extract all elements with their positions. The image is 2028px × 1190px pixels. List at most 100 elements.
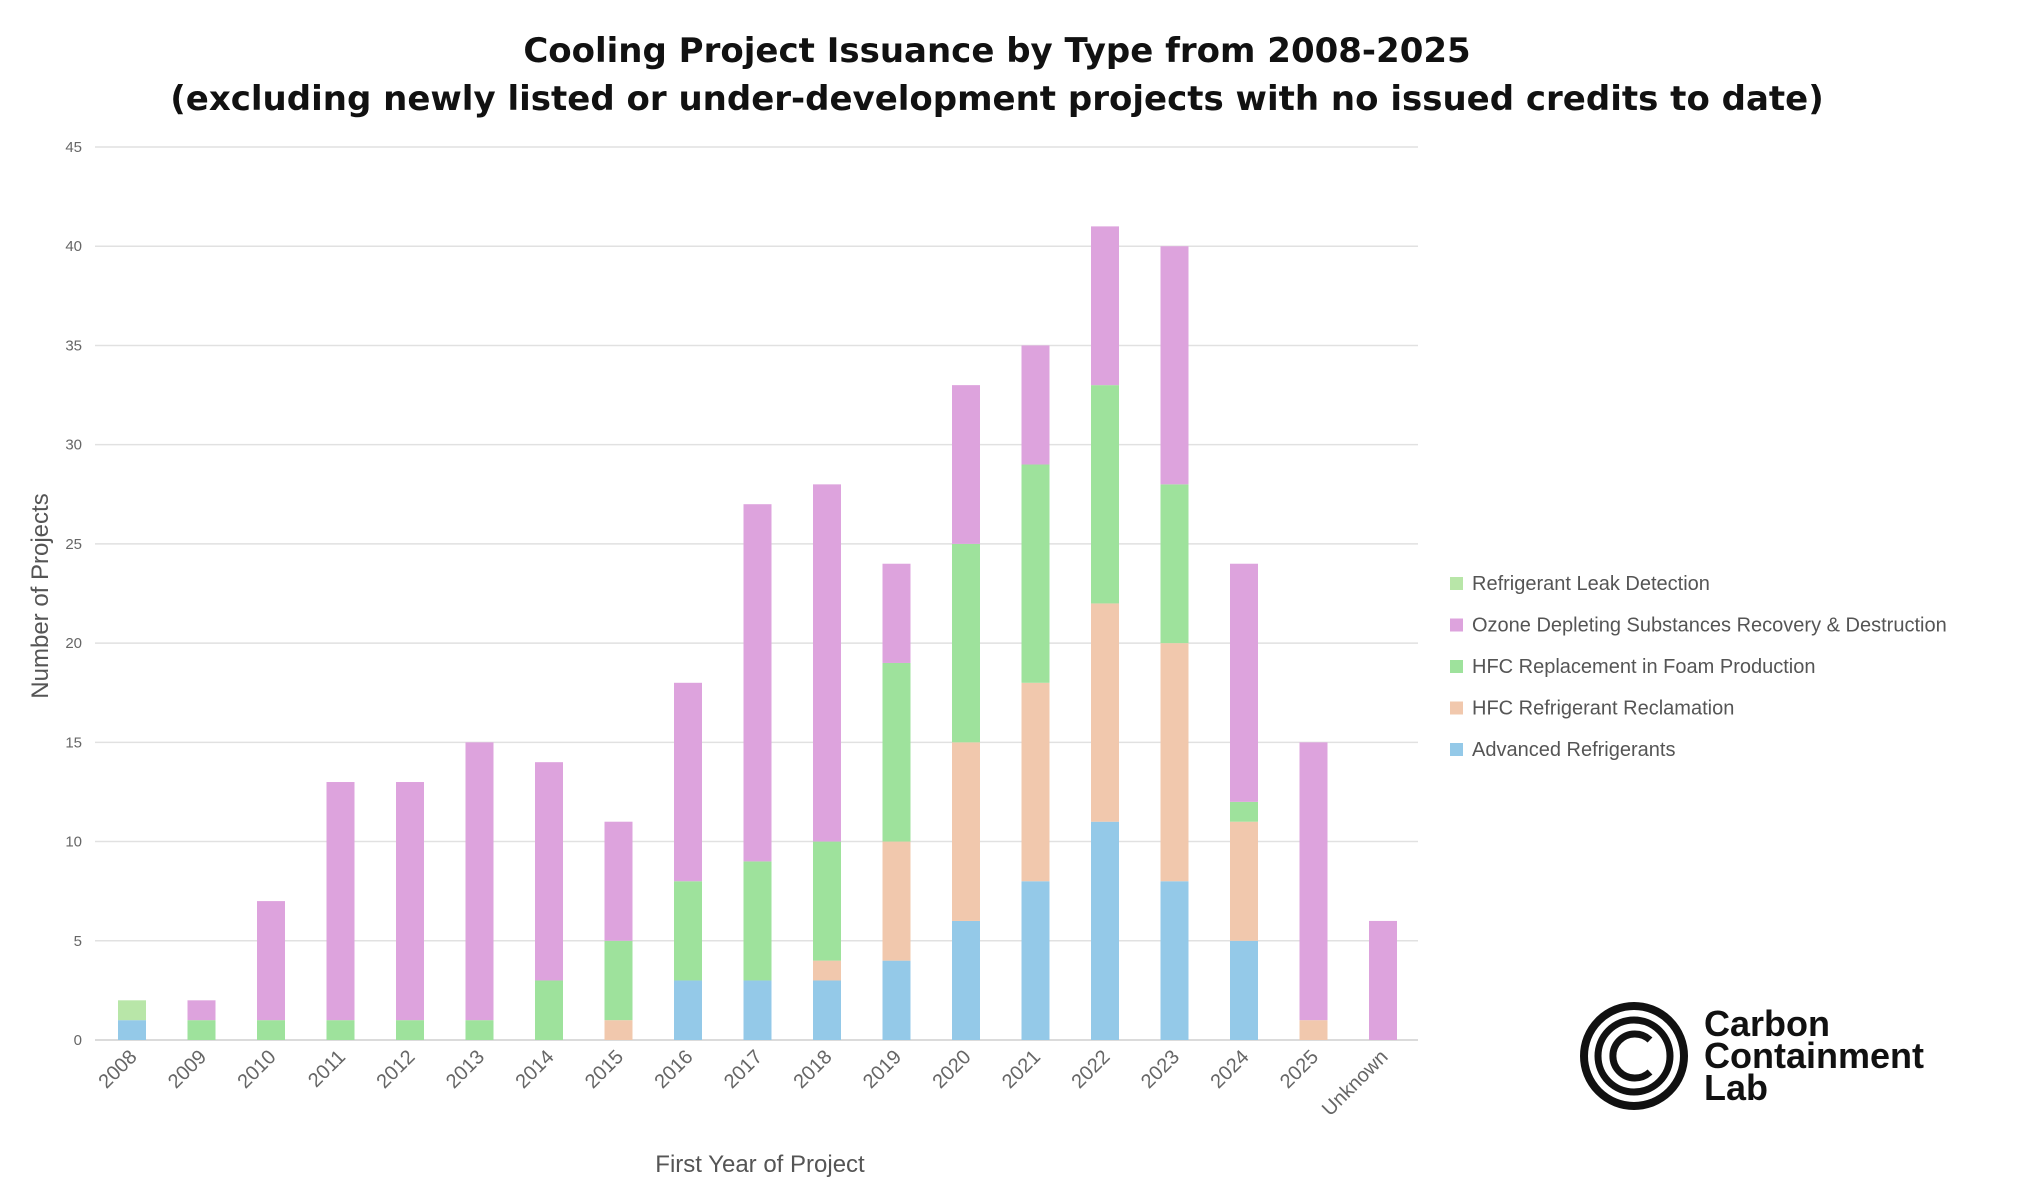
y-tick-label: 25 — [65, 536, 82, 553]
bar-2021-hfc-replacement-in-foam-production — [1021, 464, 1050, 683]
x-tick-label: 2021 — [998, 1046, 1045, 1093]
bar-2015-hfc-refrigerant-reclamation — [604, 1020, 633, 1040]
x-tick-label: 2011 — [304, 1046, 350, 1092]
x-tick-label: 2017 — [720, 1046, 767, 1093]
bar-2021-ozone-depleting-substances-recovery-destruction — [1021, 345, 1050, 465]
x-tick-label: 2012 — [373, 1046, 420, 1093]
legend: Refrigerant Leak Detection Ozone Depletin… — [1450, 573, 1947, 761]
logo-line-3: Lab — [1704, 1067, 1768, 1108]
bar-2022-hfc-replacement-in-foam-production — [1091, 385, 1119, 604]
bar-2011-hfc-replacement-in-foam-production — [326, 1020, 355, 1040]
bar-2016-ozone-depleting-substances-recovery-destruction — [674, 682, 702, 882]
bar-2020-ozone-depleting-substances-recovery-destruction — [952, 385, 980, 544]
y-tick-label: 20 — [65, 635, 82, 652]
legend-label: Advanced Refrigerants — [1472, 739, 1675, 761]
x-tick-label: 2008 — [95, 1046, 142, 1093]
x-tick-label: 2024 — [1207, 1046, 1254, 1093]
y-tick-label: 40 — [65, 238, 82, 255]
bar-2025-ozone-depleting-substances-recovery-destruction — [1299, 742, 1328, 1021]
bar-2023-hfc-refrigerant-reclamation — [1160, 643, 1189, 882]
logo-line-2: Containment — [1704, 1035, 1924, 1076]
y-axis-label: Number of Projects — [27, 493, 54, 698]
bar-2018-ozone-depleting-substances-recovery-destruction — [813, 484, 841, 842]
bar-2014-hfc-replacement-in-foam-production — [535, 980, 563, 1040]
bar-2017-advanced-refrigerants — [743, 980, 772, 1040]
x-tick-label: 2023 — [1137, 1046, 1184, 1093]
x-axis-label: First Year of Project — [655, 1151, 865, 1178]
bar-2014-ozone-depleting-substances-recovery-destruction — [535, 762, 563, 981]
legend-swatch — [1450, 577, 1463, 590]
logo-line-1: Carbon — [1704, 1003, 1830, 1044]
x-tick-label: 2015 — [581, 1046, 628, 1093]
bars — [118, 226, 1397, 1040]
bar-2017-ozone-depleting-substances-recovery-destruction — [743, 504, 772, 862]
x-tick-labels: 2008 2009 2010 2011 2012 2013 2014 2015 2016 2017… — [95, 1046, 1393, 1121]
bar-2012-hfc-replacement-in-foam-production — [396, 1020, 424, 1040]
legend-label: HFC Refrigerant Reclamation — [1472, 698, 1734, 720]
y-tick-label: 5 — [74, 933, 82, 950]
bar-2021-advanced-refrigerants — [1021, 881, 1050, 1040]
bar-2018-hfc-refrigerant-reclamation — [813, 960, 841, 981]
chart-subtitle: (excluding newly listed or under-develop… — [170, 79, 1824, 119]
bar-2020-hfc-refrigerant-reclamation — [952, 742, 980, 921]
bar-2023-ozone-depleting-substances-recovery-destruction — [1160, 246, 1189, 485]
legend-label: Ozone Depleting Substances Recovery & De… — [1472, 615, 1947, 637]
x-tick-label: 2020 — [929, 1046, 976, 1093]
x-tick-label: 2022 — [1068, 1046, 1115, 1093]
bar-Unknown-ozone-depleting-substances-recovery-destruction — [1369, 920, 1397, 1040]
bar-2024-hfc-refrigerant-reclamation — [1230, 821, 1258, 941]
legend-swatch — [1450, 618, 1463, 632]
carbon-containment-lab-logo: Carbon Containment Lab — [1580, 1002, 1924, 1110]
y-tick-label: 30 — [65, 437, 82, 454]
bar-2019-advanced-refrigerants — [882, 960, 911, 1040]
bar-2008-advanced-refrigerants — [118, 1020, 146, 1040]
y-tick-label: 0 — [74, 1032, 82, 1049]
bar-2018-hfc-replacement-in-foam-production — [813, 841, 841, 961]
x-tick-label: 2010 — [234, 1046, 281, 1093]
x-tick-label: 2014 — [512, 1046, 559, 1093]
bar-2015-hfc-replacement-in-foam-production — [604, 940, 633, 1021]
y-tick-label: 10 — [65, 834, 82, 851]
bar-2025-hfc-refrigerant-reclamation — [1299, 1020, 1328, 1040]
x-tick-label: 2019 — [859, 1046, 906, 1093]
bar-2024-hfc-replacement-in-foam-production — [1230, 801, 1258, 822]
y-tick-label: 35 — [65, 337, 82, 354]
x-tick-label: Unknown — [1318, 1046, 1393, 1121]
bar-2015-ozone-depleting-substances-recovery-destruction — [604, 821, 633, 941]
y-tick-label: 15 — [65, 734, 82, 751]
bar-2023-hfc-replacement-in-foam-production — [1160, 484, 1189, 644]
bar-2019-ozone-depleting-substances-recovery-destruction — [882, 563, 911, 663]
bar-2020-advanced-refrigerants — [952, 920, 980, 1040]
x-tick-label: 2025 — [1276, 1046, 1323, 1093]
bar-2016-advanced-refrigerants — [674, 980, 702, 1040]
bar-2016-hfc-replacement-in-foam-production — [674, 881, 702, 981]
bar-2020-hfc-replacement-in-foam-production — [952, 543, 980, 743]
copyright-c-icon — [1580, 1002, 1688, 1110]
legend-label: Refrigerant Leak Detection — [1472, 573, 1710, 595]
bar-2010-hfc-replacement-in-foam-production — [257, 1020, 285, 1040]
bar-2022-advanced-refrigerants — [1091, 821, 1119, 1040]
bar-2024-advanced-refrigerants — [1230, 940, 1258, 1040]
bar-2010-ozone-depleting-substances-recovery-destruction — [257, 901, 285, 1021]
legend-swatch — [1450, 743, 1463, 756]
bar-2011-ozone-depleting-substances-recovery-destruction — [326, 782, 355, 1021]
bar-2013-ozone-depleting-substances-recovery-destruction — [465, 742, 494, 1021]
legend-swatch — [1450, 701, 1463, 715]
bar-2019-hfc-refrigerant-reclamation — [882, 841, 911, 961]
x-tick-label: 2018 — [790, 1046, 837, 1093]
y-tick-label: 45 — [65, 139, 82, 156]
bar-2024-ozone-depleting-substances-recovery-destruction — [1230, 563, 1258, 802]
bar-2022-ozone-depleting-substances-recovery-destruction — [1091, 226, 1119, 386]
x-tick-label: 2009 — [164, 1046, 211, 1093]
bar-2009-hfc-replacement-in-foam-production — [187, 1020, 216, 1040]
x-tick-label: 2016 — [651, 1046, 698, 1093]
bar-2021-hfc-refrigerant-reclamation — [1021, 682, 1050, 882]
legend-swatch — [1450, 660, 1463, 673]
bar-2013-hfc-replacement-in-foam-production — [465, 1020, 494, 1040]
bar-2008-refrigerant-leak-detection — [118, 1000, 146, 1021]
bar-2019-hfc-replacement-in-foam-production — [882, 662, 911, 842]
bar-2012-ozone-depleting-substances-recovery-destruction — [396, 782, 424, 1021]
bar-2022-hfc-refrigerant-reclamation — [1091, 603, 1119, 822]
